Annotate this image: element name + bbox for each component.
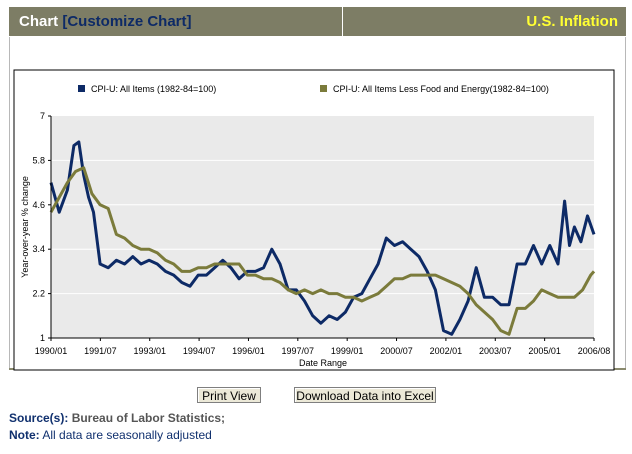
- x-tick-label: 1994/07: [183, 346, 216, 356]
- customize-chart-link[interactable]: [Customize Chart]: [62, 13, 192, 30]
- plot-area: [51, 116, 594, 338]
- legend-label-all-items: CPI-U: All Items (1982-84=100): [91, 84, 216, 94]
- y-tick-label: 7: [40, 111, 45, 121]
- y-tick-label: 3.4: [32, 244, 45, 254]
- x-axis-ticks: 1990/01 1991/07 1993/01 1994/07 1996/01 1997/…: [35, 338, 611, 356]
- legend-label-core: CPI-U: All Items Less Food and Energy(19…: [333, 84, 549, 94]
- series-lines: [49, 140, 596, 336]
- x-tick-label: 2006/08: [578, 346, 611, 356]
- series-line-all-items: [49, 140, 596, 336]
- note-label: Note:: [9, 428, 40, 442]
- legend-swatch-all-items: [78, 85, 85, 92]
- header-left-panel: Chart [Customize Chart]: [9, 7, 342, 36]
- x-tick-label: 1993/01: [133, 346, 166, 356]
- source-label: Source(s):: [9, 411, 69, 425]
- x-tick-label: 1990/01: [35, 346, 68, 356]
- y-axis-label: Year-over-year % change: [20, 176, 30, 278]
- x-tick-label: 1997/07: [282, 346, 315, 356]
- note-value: All data are seasonally adjusted: [42, 428, 212, 442]
- gridlines: [51, 159, 594, 295]
- x-tick-label: 2005/01: [528, 346, 561, 356]
- x-tick-label: 2002/01: [430, 346, 463, 356]
- legend: CPI-U: All Items (1982-84=100) CPI-U: Al…: [78, 84, 549, 94]
- source-line: Source(s): Bureau of Labor Statistics;: [9, 411, 225, 425]
- header-title: Chart [Customize Chart]: [19, 13, 192, 30]
- x-tick-label: 1996/01: [232, 346, 265, 356]
- note-line: Note: All data are seasonally adjusted: [9, 428, 212, 442]
- x-tick-label: 2000/07: [380, 346, 413, 356]
- y-tick-label: 1: [40, 333, 45, 343]
- y-tick-label: 4.6: [32, 200, 45, 210]
- x-tick-label: 1999/01: [331, 346, 364, 356]
- y-tick-label: 5.8: [32, 155, 45, 165]
- source-value: Bureau of Labor Statistics;: [71, 411, 226, 425]
- legend-swatch-core: [320, 85, 327, 92]
- download-excel-button[interactable]: Download Data into Excel: [294, 387, 436, 403]
- chart-header: Chart [Customize Chart] U.S. Inflation: [9, 7, 626, 36]
- chart-label: Chart: [19, 13, 59, 30]
- x-tick-label: 2003/07: [479, 346, 512, 356]
- series-title: U.S. Inflation: [526, 13, 618, 30]
- y-tick-label: 2.2: [32, 289, 45, 299]
- print-view-button[interactable]: Print View: [197, 387, 261, 403]
- series-line-core: [49, 166, 596, 336]
- header-right-panel: U.S. Inflation: [343, 7, 626, 36]
- x-axis-label: Date Range: [299, 358, 347, 368]
- x-tick-label: 1991/07: [84, 346, 117, 356]
